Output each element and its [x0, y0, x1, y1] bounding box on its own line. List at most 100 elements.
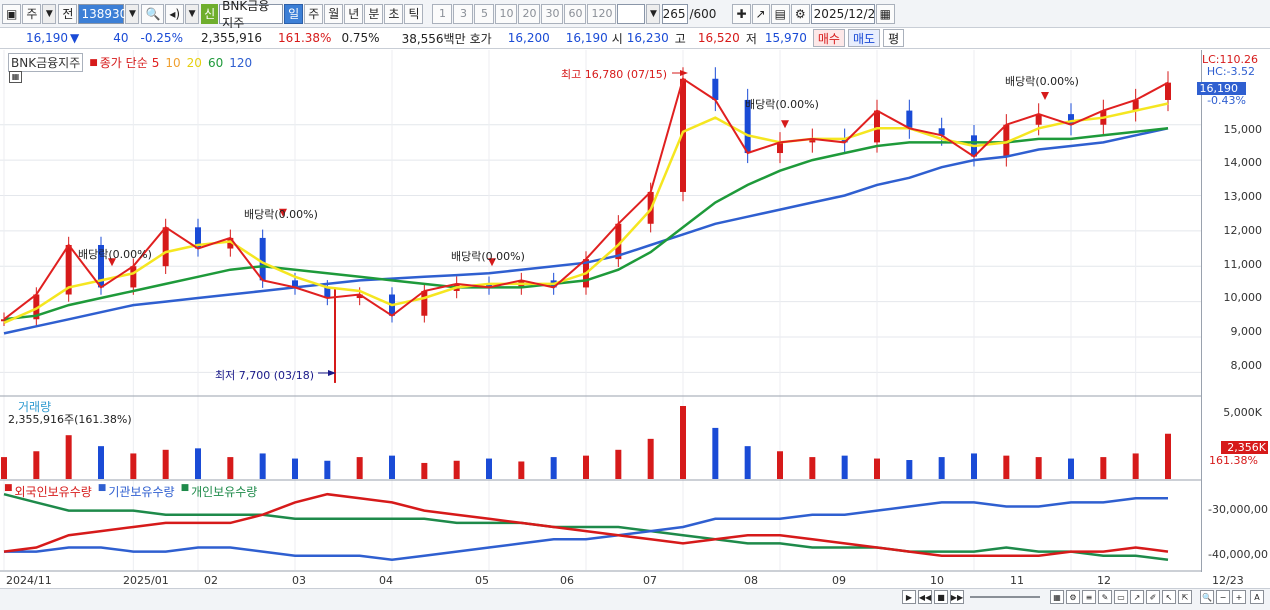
volume-bar	[777, 451, 783, 479]
draw-tool-icon[interactable]: ↗	[751, 3, 770, 24]
x-label: 10	[930, 574, 944, 587]
chart-menu-icon[interactable]: ▣	[2, 3, 22, 24]
candle-body	[809, 138, 816, 143]
chevron-down-icon[interactable]: ▼	[42, 3, 57, 24]
settings-icon[interactable]: ⚙	[1066, 590, 1080, 604]
period-second-button[interactable]: 초	[384, 3, 404, 24]
stop-icon[interactable]: ■	[934, 590, 948, 604]
flat-button[interactable]: 평	[883, 29, 905, 47]
grid-icon[interactable]: ▦	[1050, 590, 1064, 604]
volume-bar	[162, 449, 169, 479]
candle-body	[162, 227, 169, 267]
legend-ma20: 20	[186, 55, 202, 70]
table-icon[interactable]: ▦	[9, 71, 22, 83]
chart-type-select[interactable]: 주	[22, 3, 42, 24]
stock-code-input[interactable]: 138930	[78, 3, 127, 24]
volume-bar	[647, 438, 654, 479]
cursor-icon[interactable]: ↖	[1162, 590, 1176, 604]
zoom-icon[interactable]: 🔍	[1200, 590, 1214, 604]
interval-button[interactable]: 3	[453, 3, 474, 24]
mode-button[interactable]: 전	[58, 3, 78, 24]
export-icon[interactable]: ⇱	[1178, 590, 1192, 604]
volume-bar	[130, 453, 137, 479]
calendar-icon[interactable]: ▦	[875, 3, 896, 24]
high-label: 고	[674, 31, 686, 46]
stock-name-field[interactable]: BNK금융지주	[219, 0, 284, 30]
tool-icon[interactable]: ✎	[1098, 590, 1112, 604]
legend-stock-name: BNK금융지주	[8, 53, 84, 72]
brush-icon[interactable]: ✐	[1146, 590, 1160, 604]
period-tick-button[interactable]: 틱	[404, 3, 424, 24]
speaker-icon[interactable]: ◂)	[165, 3, 185, 24]
zoom-slider[interactable]	[970, 596, 1040, 598]
current-pct-tag: -0.43%	[1207, 94, 1246, 107]
high-arrow-icon	[680, 70, 688, 76]
volume-bar	[1165, 433, 1171, 479]
price-axis[interactable]: LC:110.26 HC:-3.52 16,190 -0.43% 15,000 …	[1196, 50, 1270, 572]
interval-button[interactable]: 60	[564, 3, 587, 24]
candle-body	[906, 110, 913, 129]
list-icon[interactable]: ≡	[1082, 590, 1096, 604]
interval-button[interactable]: 30	[541, 3, 564, 24]
bid-label: 호가	[469, 31, 492, 46]
screen-icon[interactable]: ▭	[1114, 590, 1128, 604]
low-price: 15,970	[764, 31, 807, 45]
interval-custom-input[interactable]	[617, 3, 646, 24]
code-dropdown-icon[interactable]: ▼	[125, 3, 140, 24]
dividend-annotation: 배당락(0.00%)	[745, 98, 819, 111]
volume-ratio: 161.38%	[278, 31, 332, 45]
open-label: 시	[611, 31, 623, 46]
crosshair-icon[interactable]: ✚	[732, 3, 751, 24]
search-icon[interactable]: 🔍	[141, 3, 165, 24]
interval-button[interactable]: 5	[474, 3, 495, 24]
gear-icon[interactable]: ⚙	[790, 3, 810, 24]
price-chart[interactable]	[0, 50, 1201, 572]
candle-body	[615, 223, 622, 260]
candle-body	[195, 227, 201, 249]
save-icon[interactable]: ▤	[770, 3, 790, 24]
volume-current-pct: 161.38%	[1209, 454, 1258, 467]
period-day-button[interactable]: 일	[284, 3, 304, 24]
volume-bar	[680, 406, 686, 479]
play-icon[interactable]: ▶	[902, 590, 916, 604]
volume-bar	[292, 458, 298, 479]
legend-type: 종가 단순	[99, 56, 148, 70]
rewind-icon[interactable]: ◀◀	[918, 590, 932, 604]
interval-dropdown-icon[interactable]: ▼	[646, 3, 661, 24]
period-year-button[interactable]: 년	[344, 3, 364, 24]
dividend-arrow	[279, 208, 287, 217]
x-label: 11	[1010, 574, 1024, 587]
interval-button[interactable]: 120	[587, 3, 617, 24]
candle-body	[744, 99, 751, 154]
x-label: 08	[744, 574, 758, 587]
buy-button[interactable]: 매수	[812, 29, 845, 47]
candle-body	[680, 78, 686, 192]
legend-institution: 기관보유수량	[108, 485, 175, 499]
high-price: 16,520	[697, 31, 740, 45]
speaker-dropdown-icon[interactable]: ▼	[185, 3, 200, 24]
x-label: 12	[1097, 574, 1111, 587]
minus-icon[interactable]: −	[1216, 590, 1230, 604]
current-price: 16,190	[26, 31, 68, 45]
holdings-axis-label: -30,000,00	[1208, 503, 1268, 516]
turnover-rate: 0.75%	[341, 31, 380, 45]
volume-bar	[615, 449, 622, 479]
y-tick-label: 12,000	[1223, 224, 1263, 237]
interval-button[interactable]: 10	[495, 3, 518, 24]
ma20-line	[3, 102, 1169, 324]
period-minute-button[interactable]: 분	[364, 3, 384, 24]
credit-badge: 신	[201, 3, 219, 24]
font-size-icon[interactable]: A	[1250, 590, 1264, 604]
interval-button[interactable]: 20	[518, 3, 541, 24]
sell-button[interactable]: 매도	[847, 29, 881, 47]
date-input[interactable]: 2025/12/23	[810, 3, 883, 24]
interval-button[interactable]: 1	[432, 3, 453, 24]
trend-icon[interactable]: ↗	[1130, 590, 1144, 604]
y-tick-label: 14,000	[1223, 156, 1263, 169]
period-month-button[interactable]: 월	[324, 3, 344, 24]
ma120-line	[3, 127, 1169, 335]
period-week-button[interactable]: 주	[304, 3, 324, 24]
data-count-input[interactable]: 265	[662, 3, 689, 24]
plus-icon[interactable]: +	[1232, 590, 1246, 604]
fast-forward-icon[interactable]: ▶▶	[950, 590, 964, 604]
